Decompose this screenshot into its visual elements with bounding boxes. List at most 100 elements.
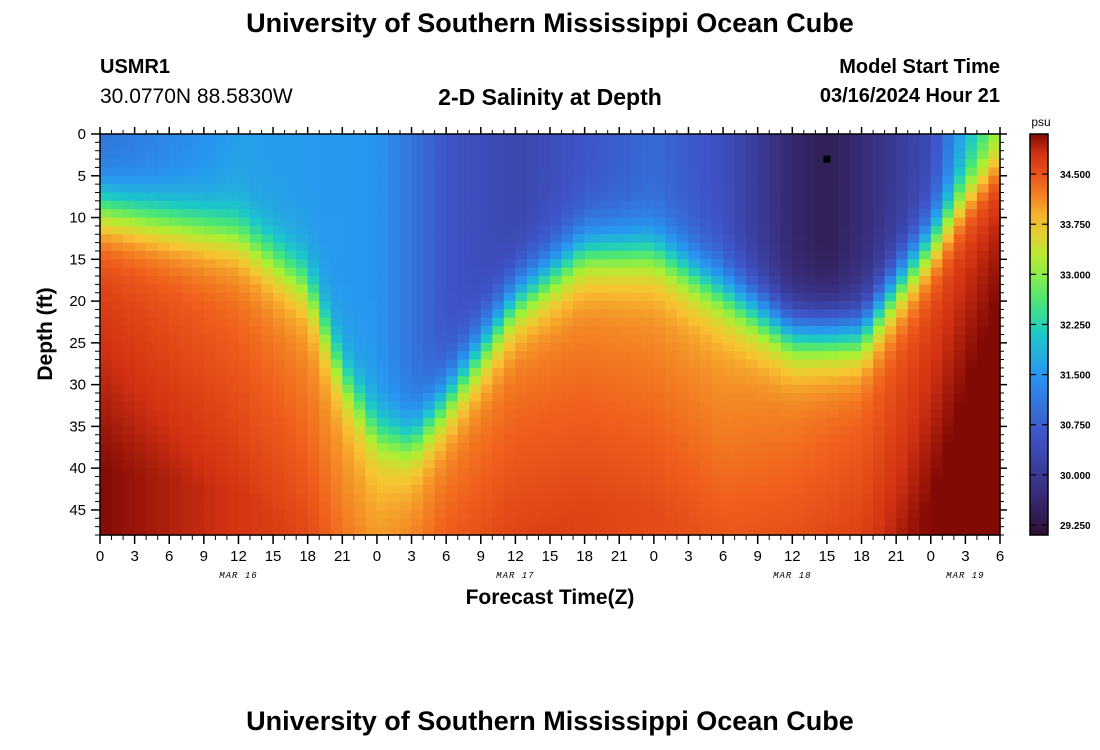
heatmap-cell [826,451,840,461]
heatmap-cell [492,376,505,386]
heatmap-cell [284,359,297,369]
heatmap-cell [100,200,113,210]
heatmap-cell [803,426,816,436]
heatmap-cell [307,418,320,427]
heatmap-cell [838,459,851,469]
heatmap-cell [123,426,136,436]
heatmap-cell [376,401,390,411]
heatmap-cell [111,334,124,344]
heatmap-cell [723,250,736,260]
heatmap-cell [919,150,932,160]
heatmap-cell [688,267,701,277]
heatmap-cell [780,392,793,402]
heatmap-cell [203,284,216,294]
heatmap-cell [665,376,678,386]
heatmap-cell [250,192,263,202]
heatmap-cell [861,276,874,285]
heatmap-cell [907,142,920,152]
heatmap-cell [423,459,436,469]
heatmap-cell [596,259,609,269]
heatmap-cell [930,418,943,427]
heatmap-cell [515,309,528,319]
heatmap-cell [746,217,759,227]
heatmap-cell [123,384,136,394]
heatmap-cell [365,493,378,503]
heatmap-cell [711,292,724,302]
heatmap-cell [896,451,909,461]
heatmap-cell [573,134,586,143]
heatmap-cell [734,484,747,494]
heatmap-cell [861,192,874,202]
heatmap-cell [342,184,355,194]
heatmap-cell [584,392,597,402]
heatmap-cell [273,192,286,202]
heatmap-cell [215,376,228,386]
heatmap-cell [434,225,447,235]
heatmap-cell [457,276,470,285]
heatmap-cell [307,276,320,285]
heatmap-cell [250,426,263,436]
heatmap-cell [111,159,124,169]
heatmap-cell [757,334,770,344]
heatmap-cell [665,459,678,469]
heatmap-cell [596,376,609,386]
heatmap-cell [123,267,136,277]
heatmap-cell [250,250,263,260]
heatmap-cell [723,484,736,494]
heatmap-cell [457,359,470,369]
heatmap-cell [988,401,1001,411]
heatmap-cell [238,334,251,344]
heatmap-cell [665,217,678,227]
heatmap-cell [815,142,828,152]
heatmap-cell [330,284,343,294]
heatmap-cell [111,526,124,536]
heatmap-cell [561,309,574,319]
heatmap-cell [861,526,874,536]
heatmap-cell [330,342,343,352]
heatmap-cell [780,242,793,252]
heatmap-cell [526,276,540,285]
heatmap-cell [734,334,747,344]
heatmap-cell [123,259,136,269]
heatmap-cell [296,175,309,185]
heatmap-cell [492,225,505,235]
heatmap-cell [746,242,759,252]
heatmap-cell [792,209,805,219]
heatmap-cell [388,184,401,194]
heatmap-cell [734,292,747,302]
heatmap-cell [457,501,470,511]
heatmap-cell [919,167,932,177]
heatmap-cell [757,409,770,419]
heatmap-cell [376,359,390,369]
heatmap-cell [953,392,966,402]
heatmap-cell [896,351,909,361]
heatmap-cell [873,242,886,252]
heatmap-cell [573,409,586,419]
heatmap-cell [100,351,113,361]
heatmap-cell [757,167,770,177]
heatmap-cell [815,384,828,394]
heatmap-cell [296,501,309,511]
heatmap-cell [434,526,447,536]
heatmap-cell [746,376,759,386]
heatmap-cell [792,234,805,244]
heatmap-cell [919,342,932,352]
heatmap-cell [342,376,355,386]
heatmap-cell [550,468,563,478]
heatmap-cell [919,134,932,143]
heatmap-cell [423,376,436,386]
heatmap-cell [815,259,828,269]
heatmap-cell [838,326,851,336]
heatmap-cell [757,359,770,369]
heatmap-cell [826,526,840,536]
heatmap-cell [873,134,886,143]
heatmap-cell [792,334,805,344]
heatmap-cell [573,242,586,252]
heatmap-cell [411,192,424,202]
heatmap-cell [976,418,990,427]
heatmap-cell [296,292,309,302]
heatmap-cell [792,476,805,486]
heatmap-cell [630,418,643,427]
heatmap-cell [630,159,643,169]
heatmap-cell [388,484,401,494]
